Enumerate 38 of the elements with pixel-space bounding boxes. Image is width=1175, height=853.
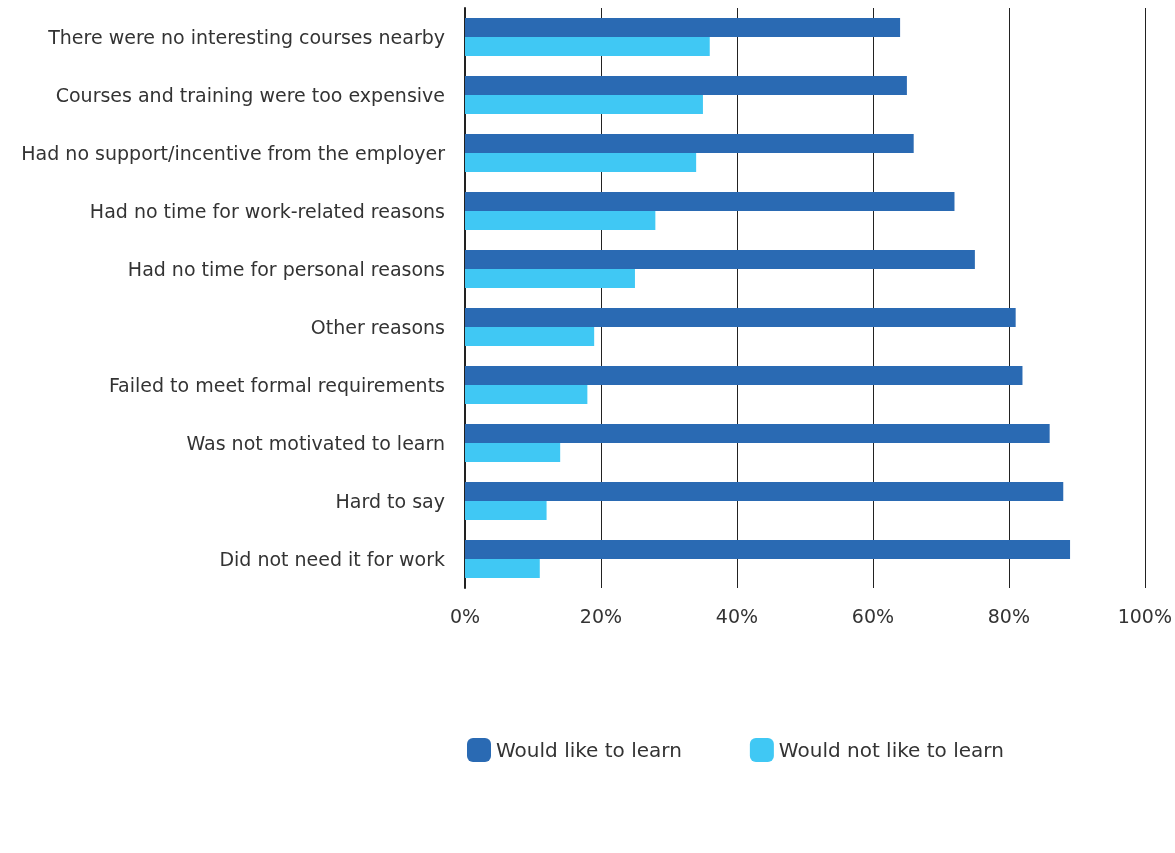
bar <box>465 501 547 520</box>
bar <box>465 37 710 56</box>
legend-label: Would not like to learn <box>778 738 1004 762</box>
y-tick-label: There were no interesting courses nearby <box>47 26 445 48</box>
x-tick-label: 80% <box>987 604 1030 627</box>
bar <box>465 385 588 404</box>
bar <box>465 153 697 172</box>
bar <box>465 443 561 462</box>
bar <box>465 424 1050 443</box>
y-tick-label: Failed to meet formal requirements <box>108 374 445 396</box>
bar <box>465 211 656 230</box>
bar <box>465 308 1016 327</box>
y-tick-label: Courses and training were too expensive <box>55 84 445 106</box>
bar <box>465 250 975 269</box>
bar <box>465 192 955 211</box>
y-tick-label: Other reasons <box>310 316 445 338</box>
y-tick-label: Had no time for work-related reasons <box>89 200 445 222</box>
x-tick-label: 100% <box>1117 604 1172 627</box>
bar <box>465 482 1064 501</box>
bar <box>465 366 1023 385</box>
y-tick-label: Was not motivated to learn <box>186 432 445 454</box>
x-tick-label: 0% <box>449 604 481 627</box>
bar <box>465 559 540 578</box>
legend-label: Would like to learn <box>496 738 682 762</box>
bar <box>465 134 914 153</box>
bar <box>465 540 1071 559</box>
x-tick-label: 60% <box>851 604 895 627</box>
y-tick-label: Did not need it for work <box>219 548 445 570</box>
y-tick-label: Had no time for personal reasons <box>127 258 445 280</box>
bar <box>465 95 703 114</box>
y-tick-label: Hard to say <box>335 490 445 512</box>
bar <box>465 327 595 346</box>
bar <box>465 76 907 95</box>
x-tick-label: 20% <box>579 604 623 627</box>
bar <box>465 18 901 37</box>
bar <box>465 269 635 288</box>
x-tick-label: 40% <box>715 604 759 627</box>
y-tick-label: Had no support/incentive from the employer <box>21 142 446 164</box>
